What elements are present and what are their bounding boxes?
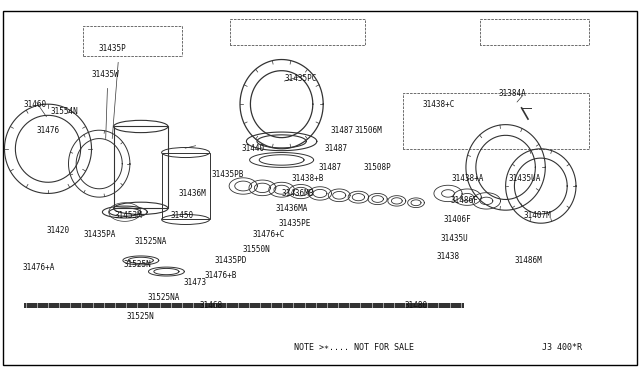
Text: 31435PB: 31435PB xyxy=(211,170,243,179)
Text: J3 400*R: J3 400*R xyxy=(543,343,582,352)
Text: 31384A: 31384A xyxy=(498,89,526,97)
Text: 31438+C: 31438+C xyxy=(422,100,454,109)
Text: 31486F: 31486F xyxy=(450,196,478,205)
Text: 31487: 31487 xyxy=(318,163,341,172)
Text: NOTE >∗.... NOT FOR SALE: NOTE >∗.... NOT FOR SALE xyxy=(294,343,415,352)
Text: 31525N: 31525N xyxy=(124,260,152,269)
Bar xyxy=(114,126,168,208)
Text: 31476+C: 31476+C xyxy=(253,230,285,239)
Text: 31506M: 31506M xyxy=(354,126,382,135)
Text: 31450: 31450 xyxy=(171,211,194,220)
Text: 31438+A: 31438+A xyxy=(451,174,483,183)
Bar xyxy=(161,153,210,219)
Text: 31406F: 31406F xyxy=(444,215,472,224)
Text: 31525NA: 31525NA xyxy=(147,293,179,302)
Text: 31435PA: 31435PA xyxy=(83,230,115,239)
Text: 31487: 31487 xyxy=(324,144,348,153)
Text: 31476: 31476 xyxy=(36,126,60,135)
Text: 31453M: 31453M xyxy=(114,211,142,220)
Text: 31476+B: 31476+B xyxy=(205,271,237,280)
Text: 31420: 31420 xyxy=(46,226,69,235)
Text: 31438+B: 31438+B xyxy=(291,174,323,183)
Text: 31487: 31487 xyxy=(331,126,354,135)
Text: 31486M: 31486M xyxy=(514,256,542,265)
Text: 31436MA: 31436MA xyxy=(275,204,307,213)
Text: 31460: 31460 xyxy=(24,100,47,109)
Text: 31554N: 31554N xyxy=(50,107,78,116)
Text: 31407M: 31407M xyxy=(524,211,552,220)
Text: 31435W: 31435W xyxy=(92,70,120,79)
Text: 31508P: 31508P xyxy=(364,163,392,172)
Text: 31435UA: 31435UA xyxy=(509,174,541,183)
Text: 31436MB: 31436MB xyxy=(282,189,314,198)
Text: 31435PC: 31435PC xyxy=(285,74,317,83)
Text: 31438: 31438 xyxy=(436,252,460,261)
Text: 31480: 31480 xyxy=(404,301,428,310)
Text: 31525N: 31525N xyxy=(127,312,155,321)
Text: 31550N: 31550N xyxy=(242,245,270,254)
Text: 31473: 31473 xyxy=(184,278,207,287)
Text: 31440: 31440 xyxy=(241,144,264,153)
Text: 31435PD: 31435PD xyxy=(214,256,246,265)
Text: 31435P: 31435P xyxy=(98,44,126,53)
Text: 31436M: 31436M xyxy=(178,189,206,198)
Text: 31435PE: 31435PE xyxy=(278,219,310,228)
Text: 31468: 31468 xyxy=(200,301,223,310)
Text: 31476+A: 31476+A xyxy=(22,263,54,272)
Text: 31525NA: 31525NA xyxy=(134,237,166,246)
Text: 31435U: 31435U xyxy=(440,234,468,243)
